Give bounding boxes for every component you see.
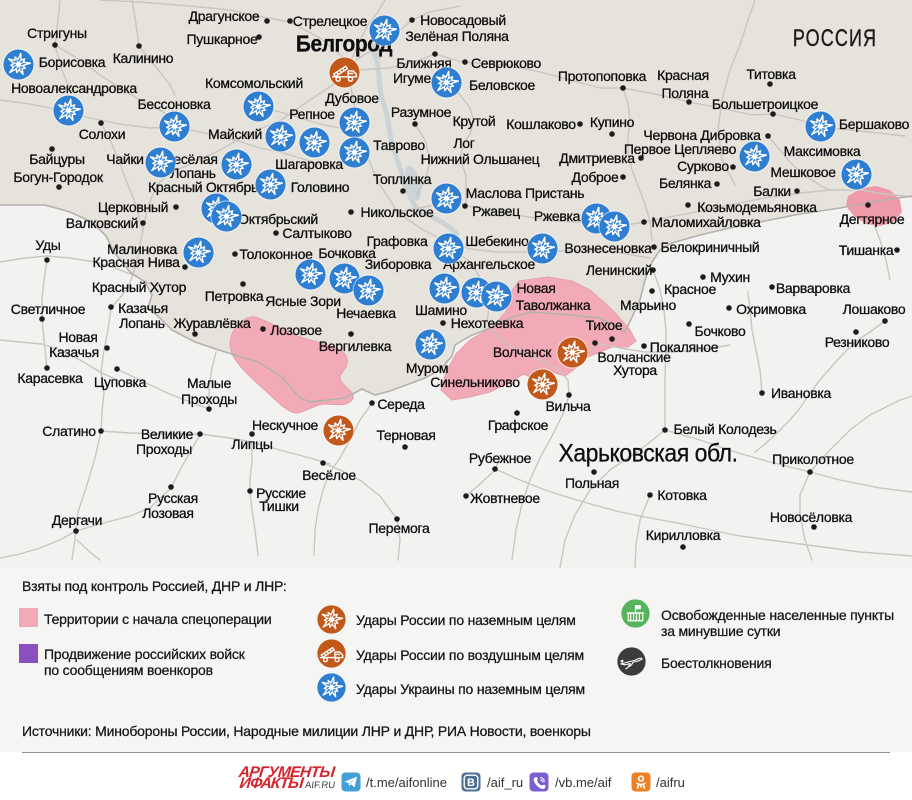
svg-text:B: B	[467, 777, 475, 789]
